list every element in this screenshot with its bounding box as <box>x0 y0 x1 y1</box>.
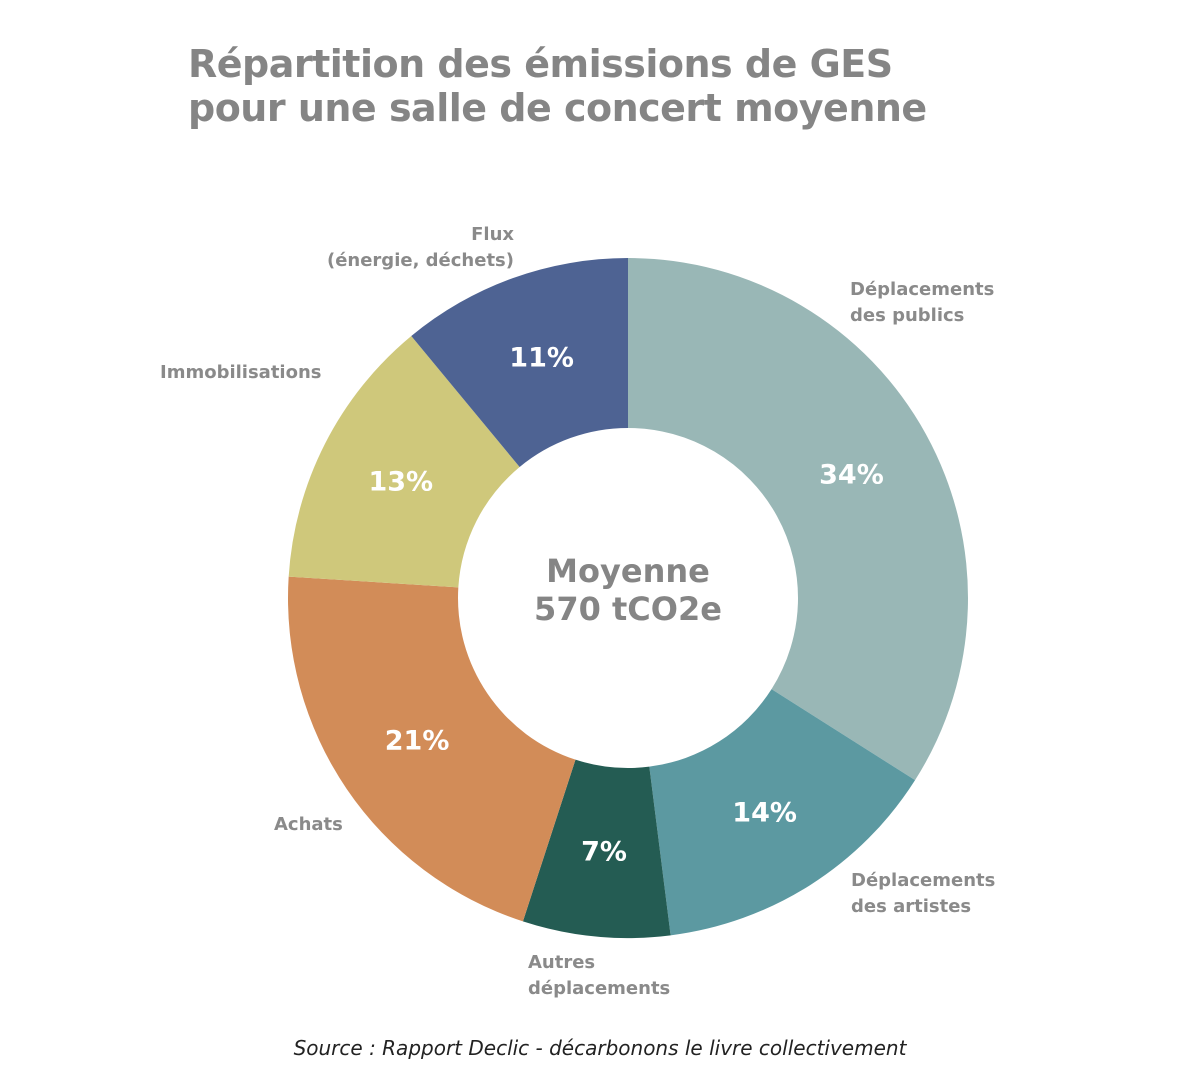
chart-title: Répartition des émissions de GES pour un… <box>188 42 1088 130</box>
slice-value-flux: 11% <box>509 342 574 374</box>
donut-center-label: Moyenne 570 tCO2e <box>528 552 728 628</box>
slice-value-immo: 13% <box>368 466 434 498</box>
slice-value-achats: 21% <box>384 725 450 757</box>
label-immobilisations: Immobilisations <box>160 362 322 383</box>
label-deplacements-artistes: Déplacements des artistes <box>851 870 996 917</box>
center-label-line-1: Moyenne <box>546 552 710 590</box>
slice-publics <box>628 258 968 781</box>
label-deplacements-publics: Déplacements des publics <box>850 279 995 326</box>
source-caption: Source : Rapport Declic - décarbonons le… <box>293 1036 907 1060</box>
slice-artistes <box>649 689 916 936</box>
label-achats: Achats <box>274 814 343 835</box>
slice-achats <box>288 576 576 922</box>
label-flux: Flux (énergie, déchets) <box>326 224 514 271</box>
slice-value-autres: 7% <box>581 836 627 868</box>
slice-immo <box>288 336 520 588</box>
slice-flux <box>411 258 628 468</box>
slice-value-artistes: 14% <box>732 797 797 829</box>
center-label-line-2: 570 tCO2e <box>534 590 722 628</box>
chart-title-line-1: Répartition des émissions de GES <box>188 42 893 86</box>
slice-value-publics: 34% <box>819 459 884 491</box>
chart-title-line-2: pour une salle de concert moyenne <box>188 86 927 130</box>
label-autres-deplacements: Autres déplacements <box>528 952 671 999</box>
slice-autres <box>522 759 671 938</box>
donut-slices <box>288 258 968 938</box>
